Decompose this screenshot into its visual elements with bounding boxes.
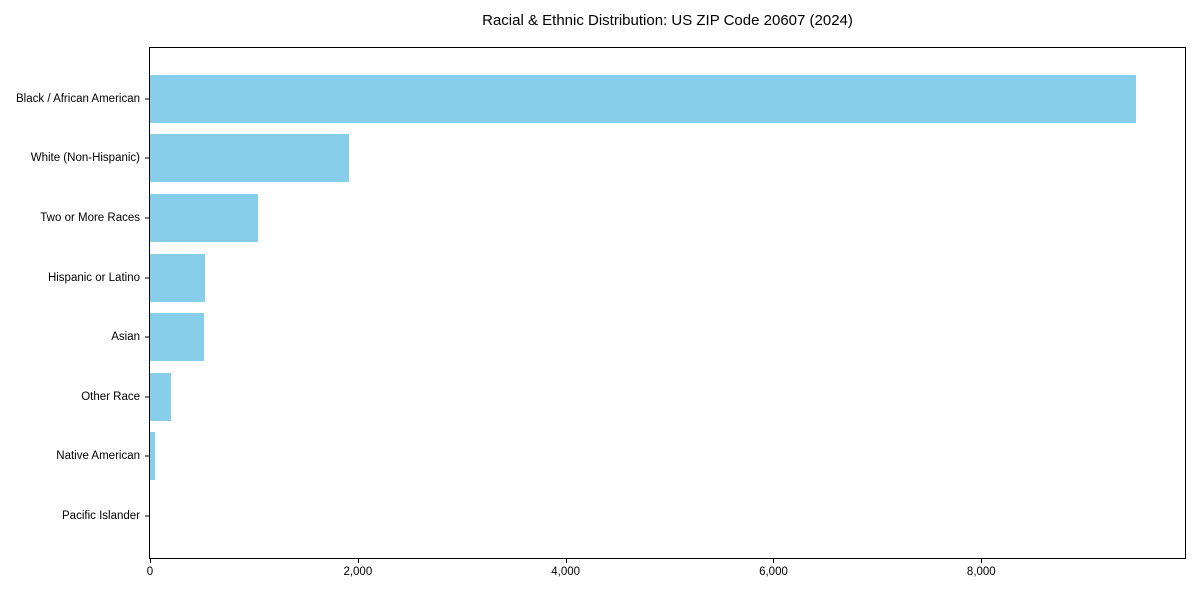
y-tick-label: Two or More Races	[40, 212, 140, 224]
x-tick-mark	[565, 559, 567, 563]
y-tick-label: Hispanic or Latino	[47, 271, 140, 284]
x-tick-label: 0	[146, 566, 154, 578]
bar-row	[150, 248, 1185, 308]
x-tick-mark	[357, 559, 359, 563]
bar-row	[150, 129, 1185, 189]
bars-container	[150, 69, 1185, 546]
bar	[150, 432, 155, 481]
bar	[150, 372, 172, 421]
y-tick-label: Other Race	[81, 390, 140, 403]
x-tick-label: 8,000	[966, 566, 996, 578]
y-tick-mark	[145, 336, 149, 338]
y-tick-mark	[145, 396, 149, 398]
y-tick-mark	[145, 98, 149, 100]
y-tick-mark	[145, 217, 149, 219]
y-tick-label: Black / African American	[16, 92, 140, 105]
bar	[150, 134, 349, 183]
bar-row	[150, 427, 1185, 487]
y-tick-label: White (Non-Hispanic)	[30, 152, 140, 165]
y-tick-label: Native American	[56, 450, 140, 463]
bar	[150, 74, 1136, 123]
x-tick-label: 2,000	[343, 566, 373, 578]
bar-row	[150, 307, 1185, 367]
bar-row	[150, 188, 1185, 248]
x-tick-label: 6,000	[759, 566, 788, 578]
x-tick-mark	[981, 559, 983, 563]
bar-row	[150, 69, 1185, 129]
bar-row	[150, 367, 1185, 427]
bar-row	[150, 486, 1185, 546]
plot-area	[149, 47, 1186, 559]
y-tick-mark	[145, 515, 149, 517]
bar	[150, 193, 259, 242]
y-tick-label: Asian	[111, 331, 140, 344]
y-tick-mark	[145, 455, 149, 457]
x-tick-mark	[150, 559, 151, 563]
y-tick-mark	[145, 277, 149, 279]
y-tick-mark	[145, 157, 149, 159]
x-tick-label: 4,000	[551, 566, 581, 578]
bar	[150, 253, 206, 302]
chart-title: Racial & Ethnic Distribution: US ZIP Cod…	[482, 12, 853, 29]
bar	[150, 313, 204, 362]
x-tick-mark	[773, 559, 775, 563]
y-tick-label: Pacific Islander	[62, 510, 140, 522]
